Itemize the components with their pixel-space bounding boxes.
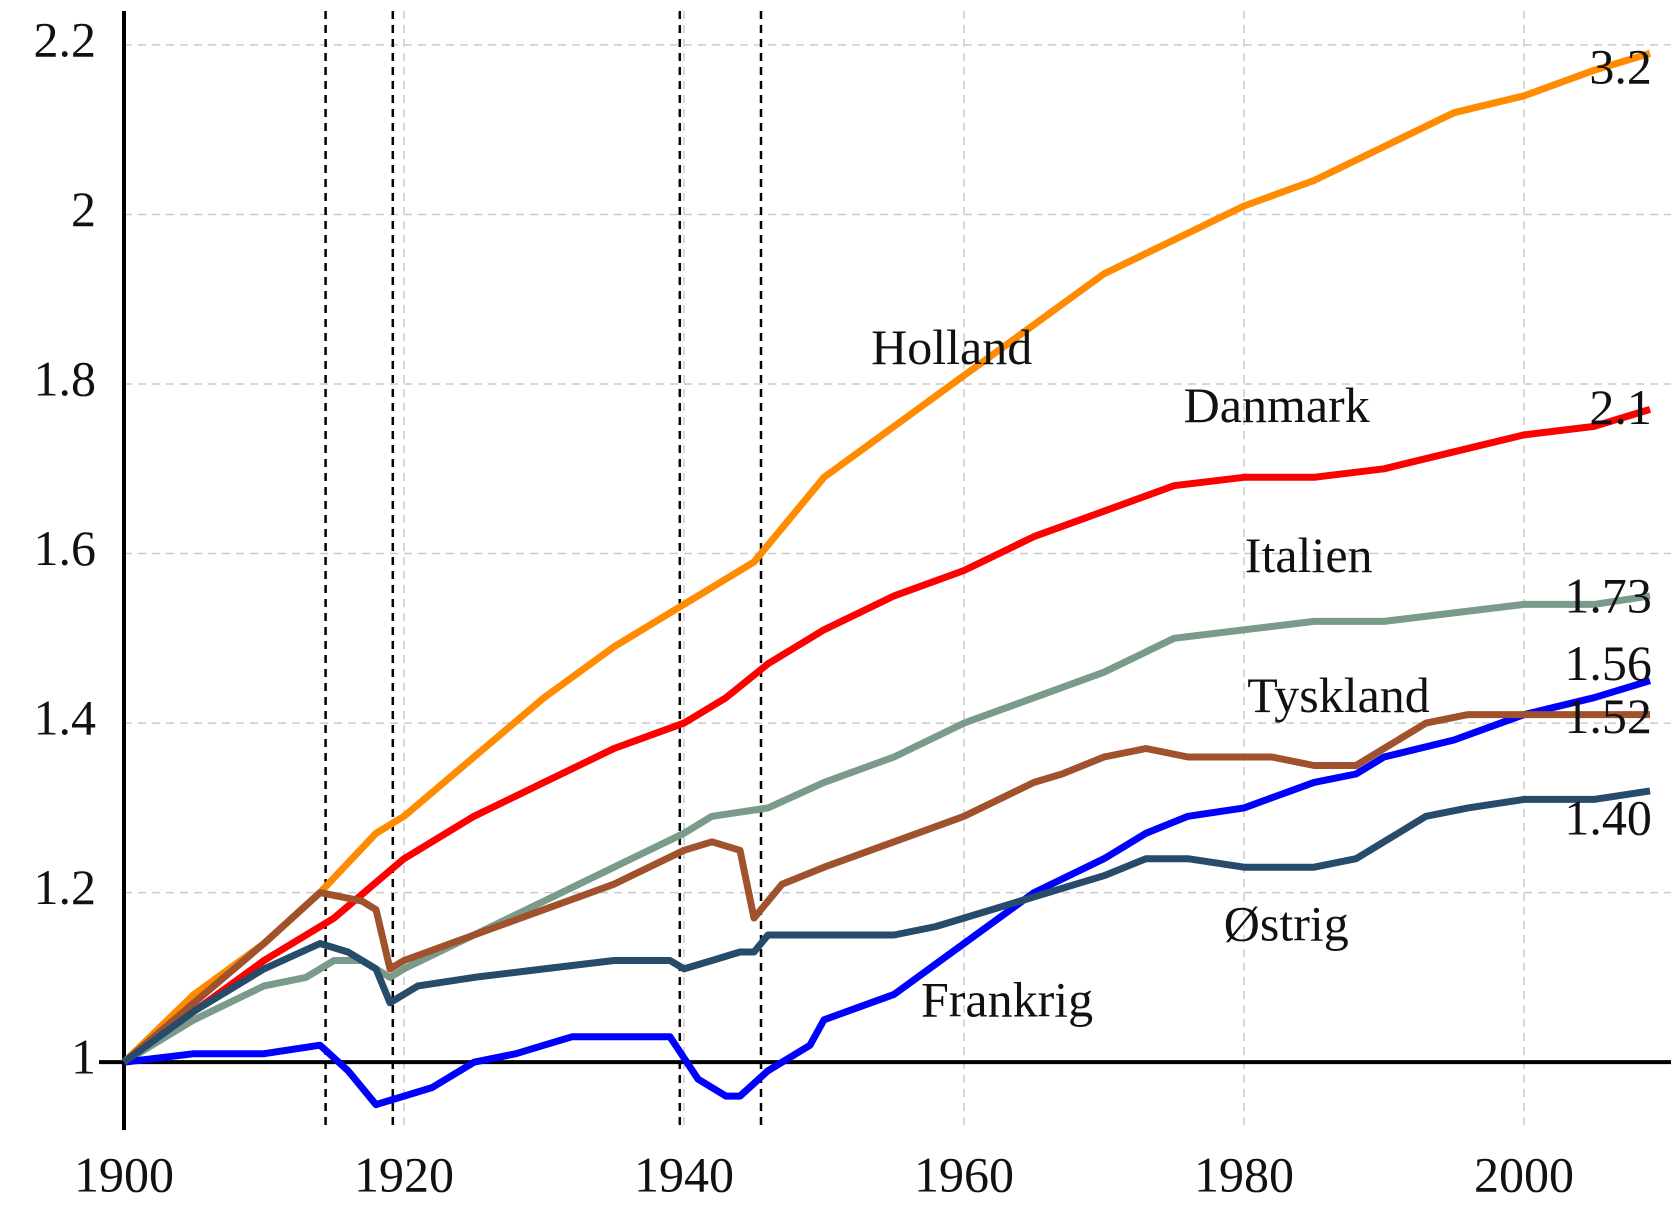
y-tick-label: 1.6 [34, 520, 97, 576]
series-line [121, 406, 1652, 1066]
x-tick-label: 1960 [914, 1146, 1014, 1202]
series-label: Danmark [1184, 377, 1370, 433]
series-label: Italien [1245, 527, 1373, 583]
y-tick-label: 1.2 [34, 859, 97, 915]
series-line [122, 592, 1651, 1066]
x-tick-label: 1940 [634, 1146, 734, 1202]
series-line [121, 711, 1650, 1065]
end-label: 1.56 [1564, 635, 1652, 691]
series-label: Holland [871, 319, 1032, 375]
series-line [121, 50, 1652, 1065]
series-label: Tyskland [1247, 667, 1430, 723]
end-label: 1.40 [1564, 790, 1652, 846]
y-tick-label: 1 [71, 1029, 96, 1085]
y-tick-label: 1.8 [34, 350, 97, 406]
y-tick-label: 2 [71, 181, 96, 237]
series-line [121, 787, 1651, 1066]
x-tick-label: 1900 [74, 1146, 174, 1202]
end-label: 1.73 [1564, 567, 1652, 623]
end-label: 1.52 [1564, 688, 1652, 744]
x-tick-label: 1920 [354, 1146, 454, 1202]
series-line [123, 677, 1652, 1109]
x-tick-label: 1980 [1194, 1146, 1294, 1202]
x-tick-label: 2000 [1474, 1146, 1574, 1202]
series-label: Østrig [1224, 895, 1349, 951]
y-tick-label: 2.2 [34, 11, 97, 67]
end-label: 2.1 [1589, 379, 1652, 435]
series-label: Frankrig [921, 972, 1093, 1028]
end-label: 3.2 [1589, 38, 1652, 94]
y-tick-label: 1.4 [34, 690, 97, 746]
